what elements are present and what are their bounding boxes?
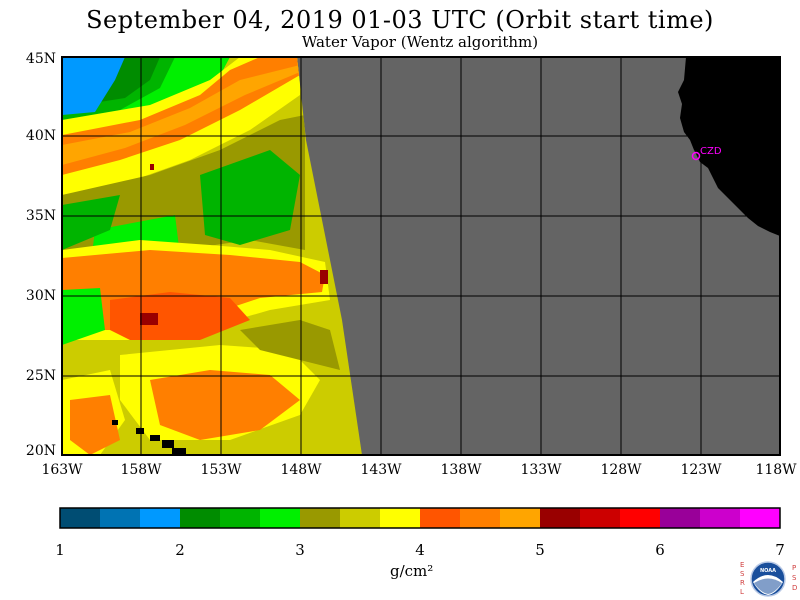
colorbar-swatch: [260, 508, 301, 528]
colorbar-swatch: [700, 508, 741, 528]
map-title: September 04, 2019 01-03 UTC (Orbit star…: [86, 6, 714, 34]
lon-label: 143W: [360, 462, 402, 478]
colorbar-tick-label: 7: [775, 541, 785, 559]
logo-letter: E: [740, 561, 744, 569]
lon-label: 153W: [200, 462, 242, 478]
colorbar-tick-label: 2: [175, 541, 185, 559]
colorbar-swatch: [100, 508, 141, 528]
colorbar-tick-label: 1: [55, 541, 65, 559]
colorbar-swatch: [180, 508, 221, 528]
lat-label: 25N: [25, 368, 56, 384]
colorbar-swatch: [580, 508, 621, 528]
colorbar-swatch: [500, 508, 541, 528]
logo-letter: L: [740, 588, 744, 596]
lon-label: 118W: [755, 462, 797, 478]
lon-label: 123W: [680, 462, 722, 478]
colorbar-swatch: [380, 508, 421, 528]
lon-label: 138W: [440, 462, 482, 478]
logo-letter: S: [740, 570, 745, 578]
colorbar-swatch: [300, 508, 341, 528]
land-mass: [678, 57, 780, 236]
logo-letter: D: [792, 584, 797, 592]
colorbar-tick-label: 6: [655, 541, 665, 559]
colorbar-swatch: [660, 508, 701, 528]
lon-label: 158W: [120, 462, 162, 478]
colorbar-swatch: [740, 508, 781, 528]
station-marker-icon: [691, 151, 701, 161]
colorbar-tick-label: 5: [535, 541, 545, 559]
station-label: CZD: [700, 146, 722, 157]
colorbar-swatch: [460, 508, 501, 528]
lat-lon-grid: [62, 57, 780, 455]
colorbar: [60, 508, 781, 528]
logo-letter: S: [792, 574, 797, 582]
lat-label: 30N: [25, 288, 56, 304]
map-subtitle: Water Vapor (Wentz algorithm): [301, 33, 539, 51]
lat-label: 35N: [25, 208, 56, 224]
colorbar-tick-label: 3: [295, 541, 305, 559]
lat-label: 40N: [25, 128, 56, 144]
lon-label: 163W: [41, 462, 83, 478]
water-vapor-swath: [62, 57, 362, 455]
logo-letter: R: [740, 579, 745, 587]
lat-label: 20N: [25, 443, 56, 459]
lon-label: 128W: [600, 462, 642, 478]
colorbar-units: g/cm²: [390, 562, 434, 580]
noaa-esrl-logo: E S R L P S D NOAA: [740, 561, 797, 597]
colorbar-swatch: [540, 508, 581, 528]
lon-label: 148W: [280, 462, 322, 478]
colorbar-swatch: [140, 508, 181, 528]
colorbar-tick-label: 4: [415, 541, 425, 559]
colorbar-swatch: [60, 508, 101, 528]
lat-label: 45N: [25, 51, 56, 67]
colorbar-swatch: [620, 508, 661, 528]
map-frame: [61, 56, 781, 456]
colorbar-swatch: [340, 508, 381, 528]
lon-label: 133W: [520, 462, 562, 478]
colorbar-swatch: [220, 508, 261, 528]
logo-center-text: NOAA: [760, 568, 776, 574]
colorbar-frame: [59, 507, 781, 529]
colorbar-swatch: [420, 508, 461, 528]
logo-letter: P: [792, 564, 796, 572]
